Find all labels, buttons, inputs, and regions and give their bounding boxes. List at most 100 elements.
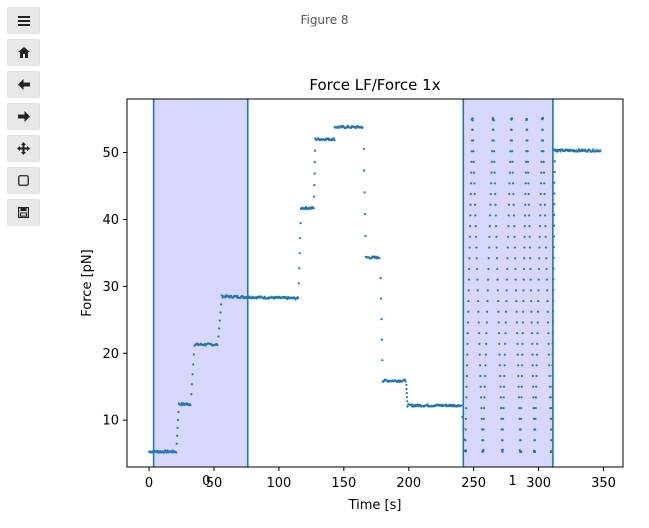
data-point xyxy=(535,364,538,367)
data-point xyxy=(473,192,476,196)
data-point xyxy=(546,310,549,313)
data-point xyxy=(496,289,499,292)
data-point xyxy=(464,439,467,442)
data-point xyxy=(505,278,509,281)
data-point xyxy=(542,160,545,163)
data-point xyxy=(541,128,544,131)
data-point xyxy=(548,385,551,388)
y-tick-label: 40 xyxy=(102,213,119,228)
data-point xyxy=(164,449,167,452)
data-point xyxy=(405,396,409,399)
data-point xyxy=(548,374,551,378)
data-point xyxy=(520,407,523,410)
data-point xyxy=(177,410,180,414)
zoom-button[interactable] xyxy=(7,167,40,194)
x-tick-label: 350 xyxy=(591,476,616,491)
data-point xyxy=(467,278,471,281)
data-point xyxy=(480,407,483,410)
data-point xyxy=(490,160,493,163)
data-point xyxy=(498,353,501,356)
data-point xyxy=(504,321,507,324)
data-point xyxy=(466,332,469,335)
data-point xyxy=(507,203,511,206)
data-point xyxy=(219,311,222,314)
pan-button[interactable] xyxy=(7,135,40,162)
data-point xyxy=(406,405,409,408)
menu-button[interactable] xyxy=(7,7,40,34)
data-point xyxy=(483,396,486,399)
data-point xyxy=(584,148,587,151)
data-point xyxy=(545,267,548,271)
data-point xyxy=(511,160,514,163)
x-axis-label: Time [s] xyxy=(348,498,402,513)
data-point xyxy=(488,225,491,228)
back-button[interactable] xyxy=(7,71,40,98)
data-point xyxy=(495,246,498,249)
data-point xyxy=(543,203,546,206)
data-point xyxy=(176,426,179,429)
home-button[interactable] xyxy=(7,39,40,66)
forward-button[interactable] xyxy=(7,103,40,130)
span-index-label: 0 xyxy=(202,474,210,489)
data-point xyxy=(465,385,468,388)
data-point xyxy=(379,276,382,280)
data-point xyxy=(592,148,595,151)
data-point xyxy=(530,299,533,303)
data-point xyxy=(502,417,505,420)
data-point xyxy=(220,303,223,306)
data-point xyxy=(526,128,529,131)
data-point xyxy=(546,321,550,324)
data-point xyxy=(495,235,498,238)
data-point xyxy=(492,139,495,142)
data-point xyxy=(494,214,497,217)
data-point xyxy=(493,160,496,163)
data-point xyxy=(501,449,504,453)
data-point xyxy=(516,342,519,345)
data-point xyxy=(363,212,367,216)
data-point xyxy=(502,385,506,388)
data-point xyxy=(519,428,522,431)
data-point xyxy=(515,321,519,324)
data-point xyxy=(468,267,471,271)
data-point xyxy=(545,278,549,281)
data-point xyxy=(298,267,301,270)
data-point xyxy=(478,353,481,356)
data-point xyxy=(476,289,479,292)
data-point xyxy=(510,139,514,142)
data-point xyxy=(528,225,531,228)
data-point xyxy=(539,182,543,185)
data-point xyxy=(523,235,526,238)
data-point xyxy=(535,353,539,356)
data-point xyxy=(476,278,479,281)
data-point xyxy=(524,182,527,185)
data-point xyxy=(524,192,527,196)
save-button[interactable] xyxy=(7,199,40,226)
pan-move-icon xyxy=(17,142,30,155)
data-point xyxy=(499,374,502,378)
toolbar xyxy=(7,7,41,231)
data-point xyxy=(189,403,192,407)
data-point xyxy=(474,225,477,228)
data-point xyxy=(176,418,180,422)
data-point xyxy=(468,235,471,238)
data-point xyxy=(540,171,543,174)
data-point xyxy=(512,214,516,217)
data-point xyxy=(482,428,485,431)
data-point xyxy=(493,182,497,185)
data-point xyxy=(525,117,529,121)
data-point xyxy=(470,150,473,153)
data-point xyxy=(363,169,366,172)
data-point xyxy=(553,149,556,152)
zoom-rect-icon xyxy=(18,175,29,186)
data-point xyxy=(272,297,276,300)
data-point xyxy=(498,342,501,345)
data-point xyxy=(499,385,502,388)
data-point xyxy=(537,267,541,271)
data-point xyxy=(536,332,539,335)
data-point xyxy=(544,214,547,217)
data-point xyxy=(533,439,537,442)
data-point xyxy=(485,332,488,335)
back-arrow-icon xyxy=(17,79,30,90)
data-point xyxy=(380,338,384,341)
